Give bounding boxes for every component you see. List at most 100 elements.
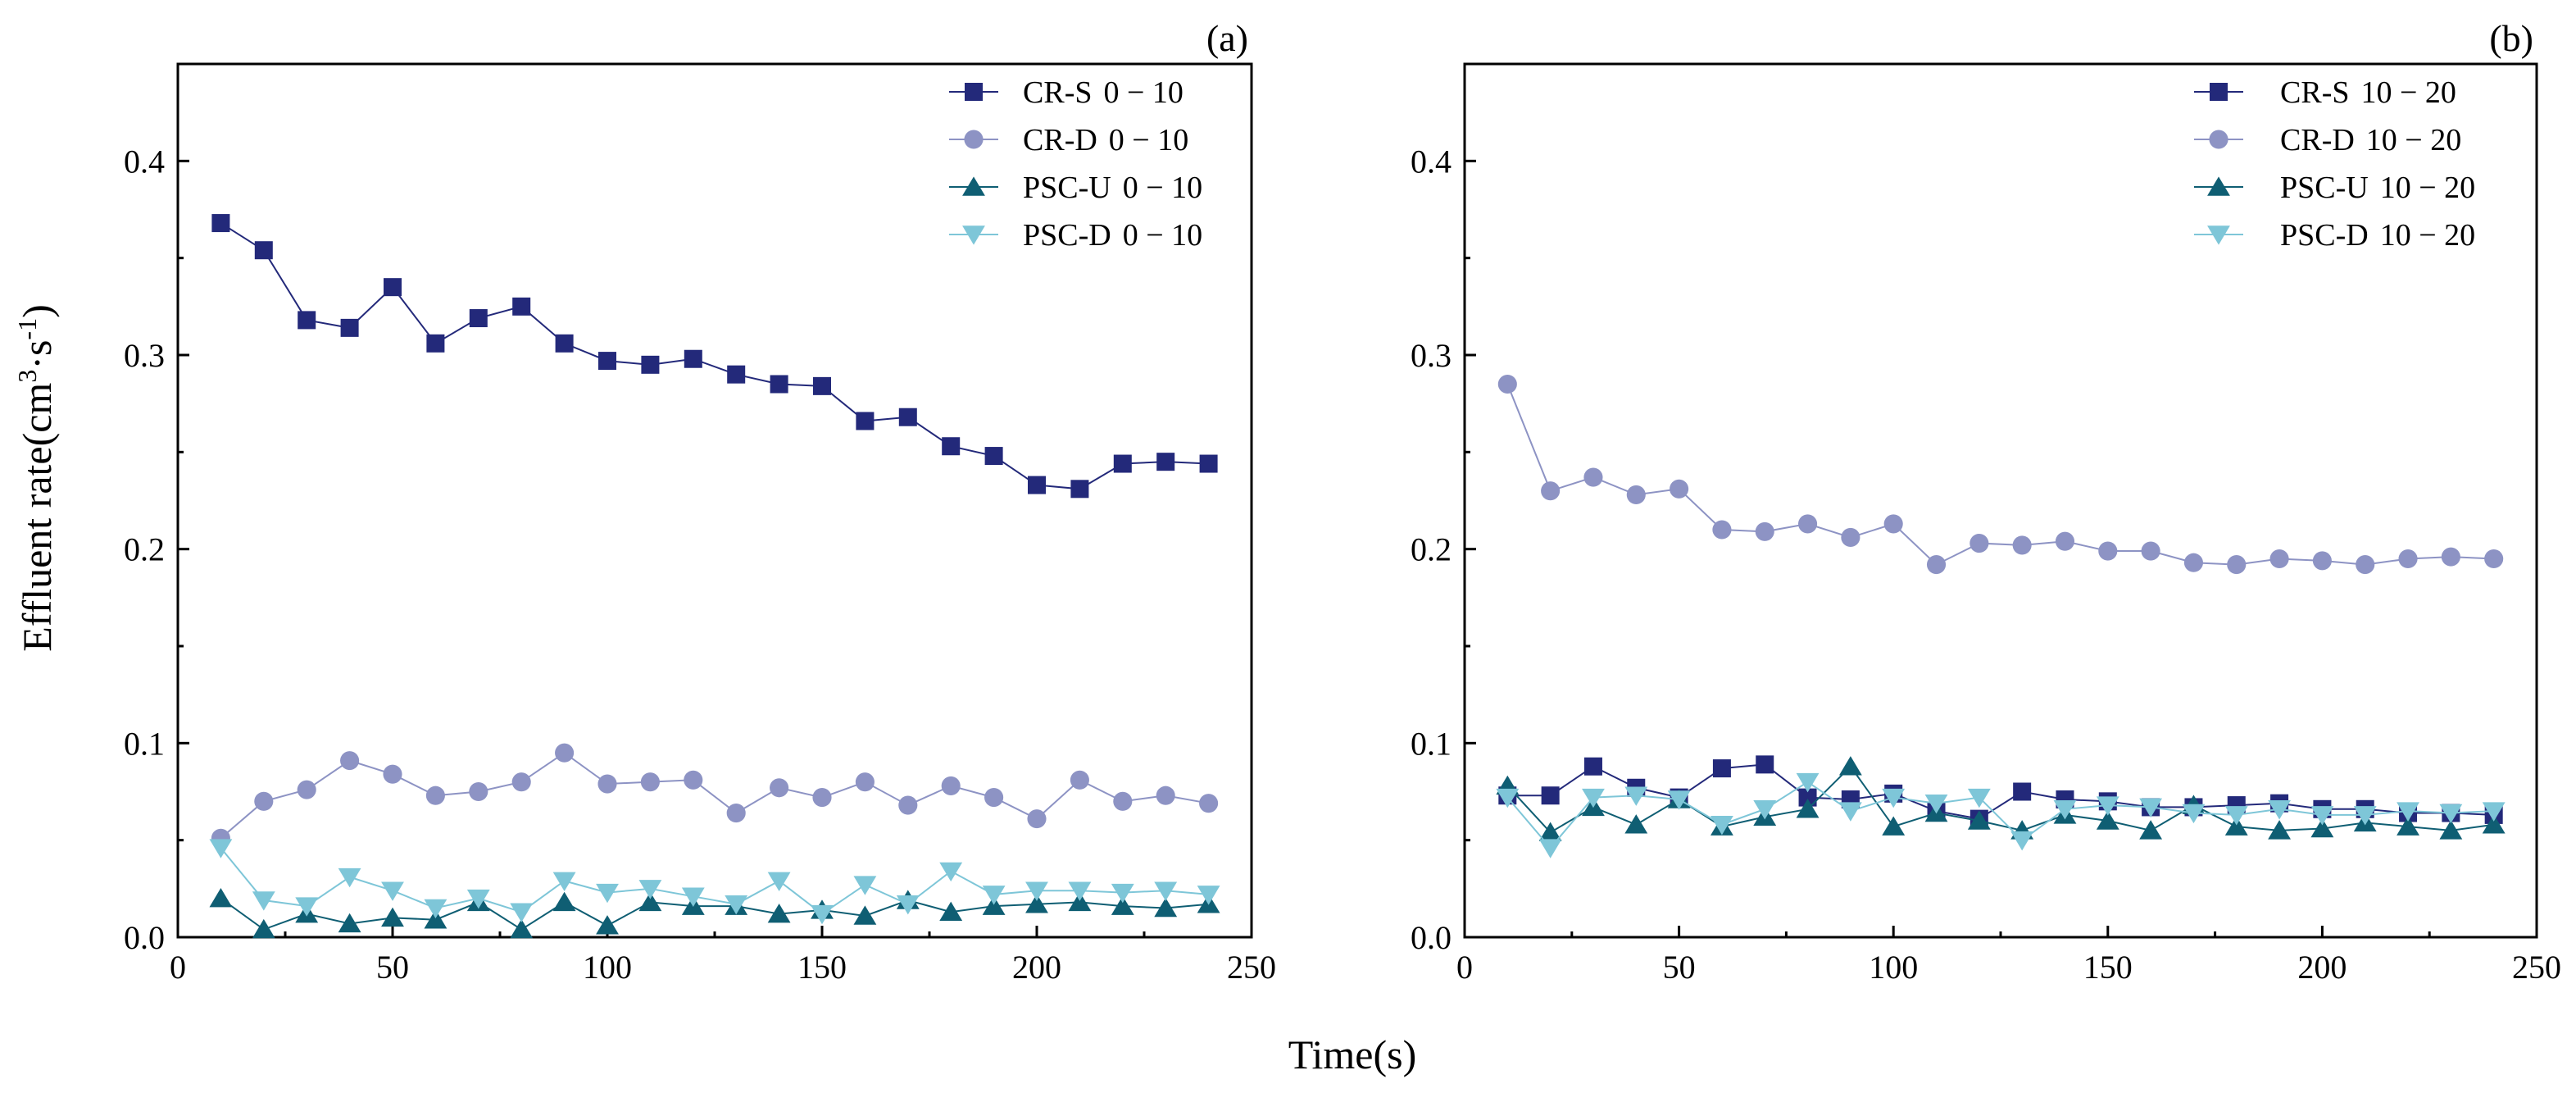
data-point — [640, 772, 660, 792]
data-point — [2268, 800, 2291, 820]
data-point — [1926, 555, 1947, 575]
y-tick-label: 0.2 — [124, 531, 165, 568]
data-point — [1670, 479, 1689, 499]
legend-marker — [2207, 176, 2230, 196]
legend-series-name: PSC-D — [2280, 218, 2369, 253]
series-cr-d — [211, 743, 1219, 848]
data-point — [1497, 374, 1517, 394]
x-tick-label: 250 — [2512, 949, 2561, 986]
data-point — [254, 241, 273, 260]
data-point — [2010, 831, 2034, 851]
data-point — [2139, 798, 2163, 818]
data-point — [2096, 796, 2119, 816]
data-point — [684, 349, 702, 368]
data-point — [1028, 476, 1046, 494]
data-point — [211, 214, 230, 233]
series-line — [1507, 763, 2494, 820]
data-point — [555, 743, 575, 763]
y-tick-label: 0.4 — [124, 143, 165, 180]
data-point — [1025, 881, 1048, 901]
data-point — [2183, 553, 2203, 572]
legend-entry: CR-D 10 − 20 — [2280, 123, 2461, 157]
x-tick-label: 50 — [1663, 949, 1696, 986]
data-point — [1882, 788, 1906, 808]
data-point — [2013, 782, 2032, 801]
data-point — [1796, 799, 1820, 818]
x-tick-label: 200 — [2297, 949, 2347, 986]
series-psc-d — [1496, 772, 2506, 858]
legend-series-range: 10 − 20 — [2380, 218, 2475, 253]
data-point — [1154, 881, 1178, 901]
series-psc-u — [1496, 756, 2506, 841]
data-point — [811, 904, 834, 925]
data-point — [2055, 531, 2075, 551]
legend-series-name: CR-S — [2280, 75, 2349, 110]
data-point — [2224, 816, 2248, 836]
data-point — [426, 334, 445, 353]
series-cr-s — [211, 214, 1218, 499]
data-point — [552, 872, 576, 892]
data-point — [2224, 806, 2248, 826]
legend-marker — [962, 225, 985, 245]
data-point — [1755, 521, 1774, 541]
data-point — [684, 770, 703, 790]
legend-series-name: CR-D — [1023, 123, 1097, 157]
data-point — [1154, 897, 1178, 918]
data-point — [552, 891, 576, 912]
panel-label: (a) — [1206, 17, 1248, 59]
data-point — [681, 887, 705, 907]
data-point — [2227, 555, 2247, 575]
data-point — [1969, 534, 1989, 553]
legend-series-range: 0 − 10 — [1123, 218, 1202, 253]
data-point — [982, 895, 1006, 915]
legend-series-range: 0 − 10 — [1109, 123, 1188, 157]
data-point — [598, 352, 616, 371]
data-point — [340, 751, 360, 771]
data-point — [1882, 816, 1906, 836]
x-tick-label: 200 — [1012, 949, 1061, 986]
data-point — [770, 778, 789, 798]
data-point — [2397, 802, 2419, 822]
data-point — [941, 776, 961, 795]
data-point — [1883, 514, 1903, 534]
data-point — [1756, 755, 1774, 774]
y-tick-label: 0.1 — [124, 725, 165, 762]
chart-panels: 0 50 100 150 200 250 0.0 0.1 0.2 0.3 0.4 (a) CR-S 0 −… — [124, 17, 2561, 986]
data-point — [726, 803, 746, 823]
data-point — [1583, 757, 1602, 776]
data-point — [511, 772, 531, 792]
data-point — [1025, 894, 1048, 913]
legend-marker — [965, 83, 983, 101]
data-point — [252, 918, 275, 939]
data-point — [1626, 485, 1646, 504]
x-axis-title: Time(s) — [1288, 1031, 1417, 1077]
data-point — [209, 839, 233, 858]
data-point — [424, 899, 448, 919]
data-point — [1624, 814, 1648, 834]
data-point — [813, 376, 831, 395]
data-point — [853, 905, 877, 925]
data-point — [1027, 809, 1047, 829]
legend-entry: PSC-U 10 − 20 — [2280, 171, 2475, 205]
data-point — [297, 780, 316, 799]
data-point — [384, 278, 402, 297]
y-axis-title: Effluent rate(cm3·s-1) — [12, 304, 60, 652]
data-point — [767, 872, 791, 892]
data-point — [1582, 788, 1605, 808]
data-point — [942, 437, 961, 456]
data-point — [2141, 541, 2160, 561]
data-point — [1111, 883, 1134, 904]
chart-panel-a: 0 50 100 150 200 250 0.0 0.1 0.2 0.3 0.4 (a) CR-S 0 −… — [124, 17, 1276, 986]
data-point — [381, 907, 404, 927]
data-point — [383, 764, 402, 784]
series-psc-d — [209, 839, 1220, 925]
data-point — [855, 772, 875, 792]
data-point — [982, 886, 1006, 905]
series-psc-u — [209, 888, 1220, 939]
data-point — [638, 880, 662, 899]
x-tick-label: 150 — [797, 949, 847, 986]
data-point — [1712, 759, 1731, 778]
data-point — [209, 888, 233, 908]
